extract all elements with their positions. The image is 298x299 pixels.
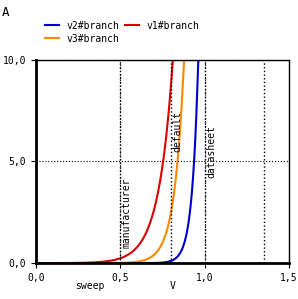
Text: default: default <box>173 110 183 152</box>
Text: A: A <box>1 6 9 19</box>
Text: sweep: sweep <box>75 280 104 291</box>
Text: manufacturer: manufacturer <box>122 177 132 248</box>
Legend: v2#branch, v3#branch, v1#branch: v2#branch, v3#branch, v1#branch <box>41 17 204 48</box>
Text: datasheet: datasheet <box>206 125 216 178</box>
Text: V: V <box>170 280 176 291</box>
